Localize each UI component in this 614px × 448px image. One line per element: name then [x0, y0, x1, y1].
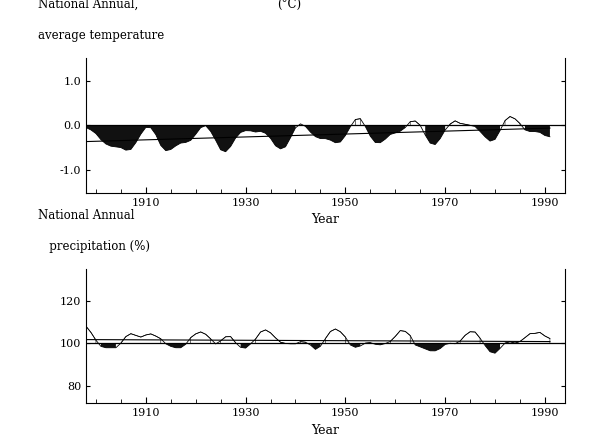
Text: precipitation (%): precipitation (%): [38, 240, 150, 253]
X-axis label: Year: Year: [311, 424, 340, 437]
Text: National Annual,: National Annual,: [38, 0, 138, 11]
Text: (°C): (°C): [278, 0, 301, 11]
Text: National Annual: National Annual: [38, 209, 134, 222]
Text: average temperature: average temperature: [38, 29, 165, 42]
X-axis label: Year: Year: [311, 213, 340, 226]
